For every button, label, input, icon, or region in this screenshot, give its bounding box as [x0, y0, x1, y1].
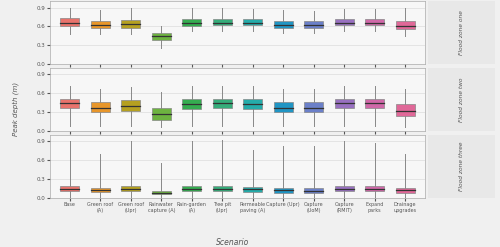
Bar: [365, 99, 384, 108]
Bar: [335, 99, 353, 108]
Bar: [365, 186, 384, 191]
Bar: [182, 99, 201, 109]
Bar: [213, 19, 232, 25]
Bar: [60, 186, 80, 191]
Bar: [274, 21, 292, 28]
Bar: [335, 186, 353, 191]
Text: Flood zone two: Flood zone two: [434, 77, 438, 122]
Bar: [122, 20, 140, 28]
Bar: [91, 21, 110, 28]
Bar: [182, 186, 201, 191]
Bar: [304, 102, 323, 112]
Bar: [91, 102, 110, 112]
Bar: [91, 187, 110, 192]
Bar: [152, 191, 171, 194]
Text: Flood zone two: Flood zone two: [459, 77, 464, 122]
Bar: [122, 186, 140, 191]
Bar: [182, 20, 201, 26]
Bar: [244, 99, 262, 109]
Text: Flood zone one: Flood zone one: [459, 10, 464, 55]
Text: Scenario: Scenario: [216, 238, 249, 247]
Bar: [152, 108, 171, 120]
Text: Flood zone three: Flood zone three: [459, 141, 464, 191]
Text: Flood zone three: Flood zone three: [434, 141, 438, 191]
Bar: [396, 104, 414, 116]
Bar: [304, 188, 323, 193]
Bar: [274, 188, 292, 193]
Bar: [213, 99, 232, 108]
Bar: [152, 33, 171, 40]
Bar: [396, 188, 414, 193]
Bar: [213, 186, 232, 191]
Bar: [60, 18, 80, 26]
Bar: [244, 19, 262, 25]
Bar: [122, 100, 140, 111]
Text: Flood zone one: Flood zone one: [434, 10, 438, 55]
Bar: [396, 21, 414, 29]
Bar: [304, 21, 323, 28]
Text: Peak depth (m): Peak depth (m): [12, 82, 19, 136]
Bar: [335, 19, 353, 25]
Bar: [244, 187, 262, 192]
Bar: [60, 99, 80, 108]
Bar: [365, 19, 384, 25]
Bar: [274, 102, 292, 112]
